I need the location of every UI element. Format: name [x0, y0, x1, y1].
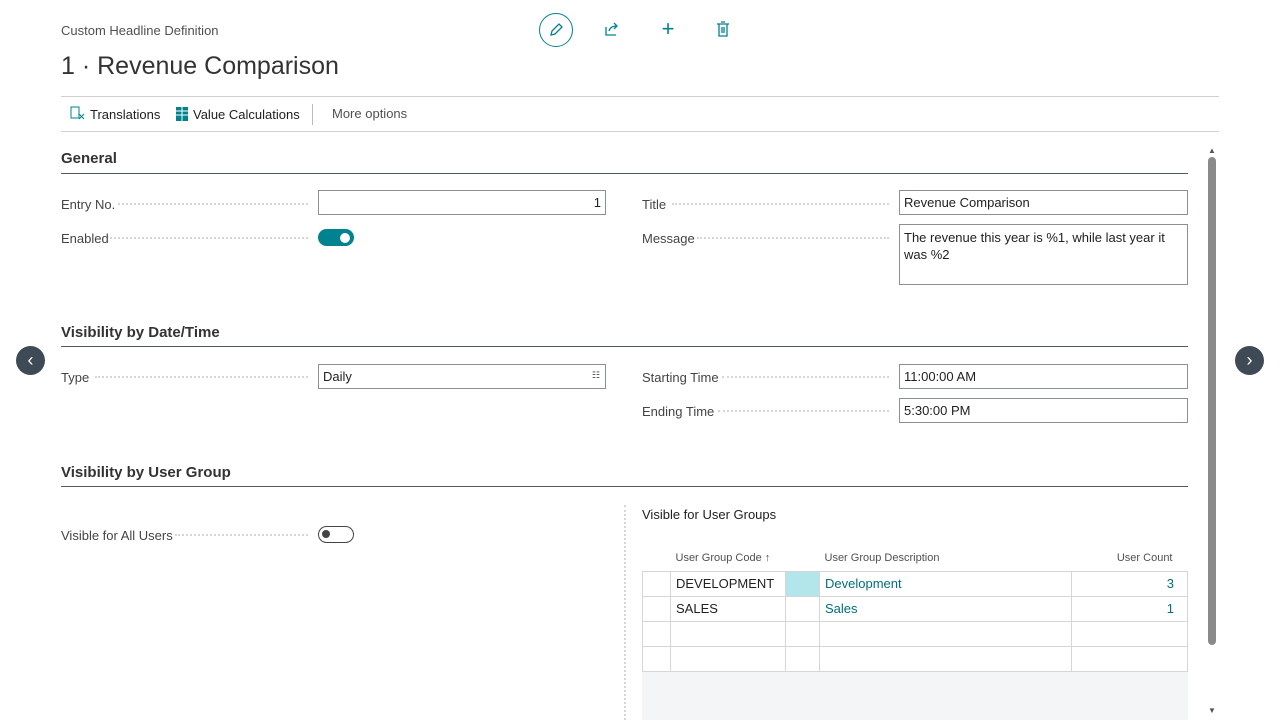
edit-icon	[550, 23, 563, 36]
share-button[interactable]	[602, 19, 622, 39]
col-header-code[interactable]: User Group Code ↑	[675, 551, 771, 564]
starting-time-field[interactable]: 11:00:00 AM	[899, 364, 1188, 389]
table-row[interactable]	[642, 645, 1188, 672]
type-label: Type	[61, 370, 90, 385]
cell-marker	[785, 570, 820, 597]
trash-icon	[717, 21, 729, 37]
scroll-down-icon[interactable]: ▼	[1208, 706, 1216, 715]
dots	[697, 237, 889, 239]
visible-all-toggle[interactable]	[318, 526, 354, 543]
cell-description[interactable]: Development	[819, 570, 1072, 597]
delete-button[interactable]	[713, 19, 733, 39]
col-header-count[interactable]: User Count	[1116, 551, 1173, 564]
cell-description[interactable]	[819, 645, 1072, 672]
table-row[interactable]	[642, 620, 1188, 647]
page-caption: Custom Headline Definition	[61, 23, 219, 38]
translations-label: Translations	[90, 106, 161, 122]
dots	[110, 237, 308, 239]
dots	[722, 376, 889, 378]
chevron-right-icon: ›	[1246, 350, 1253, 370]
table-row[interactable]: DEVELOPMENT Development 3	[642, 570, 1188, 597]
section-general: General	[61, 150, 117, 167]
share-icon	[605, 22, 618, 36]
section-divider	[61, 486, 1188, 487]
type-select[interactable]: Daily ☷	[318, 364, 606, 389]
translations-icon	[70, 106, 85, 120]
dots	[95, 376, 308, 378]
enabled-label: Enabled	[61, 231, 109, 246]
separator	[312, 104, 313, 125]
visible-all-label: Visible for All Users	[61, 528, 173, 543]
entry-no-label: Entry No.	[61, 197, 116, 212]
ending-time-field[interactable]: 5:30:00 PM	[899, 398, 1188, 423]
cell-code[interactable]: SALES	[670, 595, 786, 622]
previous-record-button[interactable]: ‹	[16, 346, 45, 375]
type-value: Daily	[323, 369, 352, 384]
cell-count[interactable]	[1071, 645, 1188, 672]
cell-count[interactable]	[1071, 620, 1188, 647]
value-calculations-label: Value Calculations	[193, 106, 300, 122]
entry-no-field[interactable]: 1	[318, 190, 606, 215]
dots	[118, 203, 308, 205]
next-record-button[interactable]: ›	[1235, 346, 1264, 375]
enabled-toggle[interactable]	[318, 229, 354, 246]
divider	[61, 96, 1219, 97]
row-selector[interactable]	[642, 595, 671, 622]
divider	[624, 505, 626, 720]
edit-button[interactable]	[539, 13, 573, 47]
divider	[61, 131, 1219, 132]
col-header-description[interactable]: User Group Description	[824, 551, 940, 564]
chevron-left-icon: ‹	[27, 350, 34, 370]
section-divider	[61, 346, 1188, 347]
title-field[interactable]: Revenue Comparison	[899, 190, 1188, 215]
message-label: Message	[642, 231, 695, 246]
page-title: 1 · Revenue Comparison	[61, 52, 339, 80]
cell-description[interactable]: Sales	[819, 595, 1072, 622]
scrollbar-thumb[interactable]	[1208, 157, 1216, 645]
row-selector[interactable]	[642, 570, 671, 597]
scroll-up-icon[interactable]: ▲	[1208, 146, 1216, 155]
section-visibility-usergroup: Visibility by User Group	[61, 464, 231, 481]
row-selector[interactable]	[642, 620, 671, 647]
dots	[718, 410, 889, 412]
dots	[672, 203, 889, 205]
table-row[interactable]: SALES Sales 1	[642, 595, 1188, 622]
title-label: Title	[642, 197, 667, 212]
message-field[interactable]: The revenue this year is %1, while last …	[899, 224, 1188, 285]
cell-description[interactable]	[819, 620, 1072, 647]
ending-time-label: Ending Time	[642, 404, 715, 419]
starting-time-label: Starting Time	[642, 370, 719, 385]
plus-icon: +	[661, 16, 675, 41]
cell-marker	[785, 620, 820, 647]
cell-marker	[785, 645, 820, 672]
more-options-button[interactable]: More options	[332, 106, 408, 121]
new-button[interactable]: +	[658, 16, 678, 41]
section-visibility-datetime: Visibility by Date/Time	[61, 324, 220, 341]
lookup-icon: ☷	[591, 370, 600, 380]
cell-count[interactable]: 1	[1071, 595, 1188, 622]
cell-marker	[785, 595, 820, 622]
list-footer	[642, 672, 1188, 720]
cell-code[interactable]	[670, 645, 786, 672]
value-calculations-action[interactable]: Value Calculations	[175, 106, 300, 122]
cell-count[interactable]: 3	[1071, 570, 1188, 597]
row-selector[interactable]	[642, 645, 671, 672]
translations-action[interactable]: Translations	[70, 106, 160, 122]
user-groups-table: User Group Code ↑ User Group Description…	[642, 545, 1188, 672]
part-title: Visible for User Groups	[642, 507, 777, 522]
table-icon	[176, 107, 188, 121]
cell-code[interactable]	[670, 620, 786, 647]
dots	[175, 534, 308, 536]
section-divider	[61, 173, 1188, 174]
cell-code[interactable]: DEVELOPMENT	[670, 570, 786, 597]
